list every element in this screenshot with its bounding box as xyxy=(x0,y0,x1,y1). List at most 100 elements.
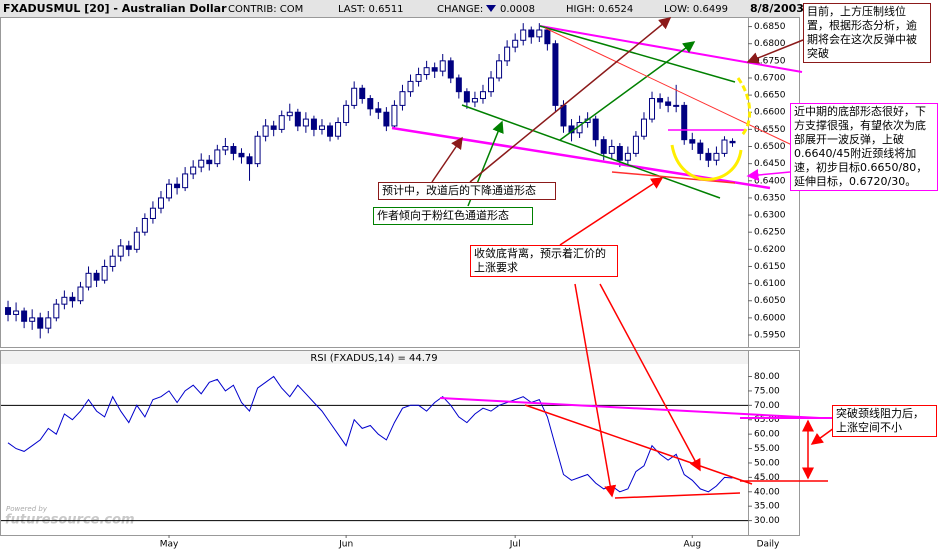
y-tick-label: 0.6150 xyxy=(754,262,786,272)
candle-body xyxy=(109,255,116,267)
candle-body xyxy=(125,245,132,250)
candle-body xyxy=(294,111,301,127)
candle-body xyxy=(335,122,342,137)
candle-body xyxy=(310,118,317,130)
x-tick-label: Jul xyxy=(509,540,521,550)
arrow xyxy=(431,136,463,183)
candle-body xyxy=(182,173,189,189)
candle-body xyxy=(85,272,92,288)
candle-body xyxy=(705,152,712,161)
y-tick-label: 50.00 xyxy=(754,458,780,468)
candle-body xyxy=(479,91,486,100)
y-tick-label: 75.00 xyxy=(754,386,780,396)
highlight-arc xyxy=(736,77,752,138)
candle-body xyxy=(399,91,406,106)
candle-body xyxy=(5,307,12,315)
x-axis-label: Daily xyxy=(757,540,780,550)
channel-line xyxy=(539,25,803,73)
candle-body xyxy=(238,152,245,158)
y-tick-label: 0.6650 xyxy=(754,91,786,101)
data-marks: 0.5950 0.6000 0.6050 0.6100 0.6150 0.6200 0.62… xyxy=(1,22,786,550)
y-tick-label: 45.00 xyxy=(754,473,780,483)
candle-body xyxy=(61,296,68,305)
candle-body xyxy=(327,125,334,137)
candle-body xyxy=(359,87,366,100)
y-tick-label: 65.00 xyxy=(754,415,780,425)
y-tick-label: 0.6200 xyxy=(754,245,786,255)
y-tick-label: 0.6400 xyxy=(754,176,786,186)
candle-body xyxy=(423,67,430,76)
note-box: 近中期的底部形态很好，下方支撑很强，有望依次为底部展开一波反弹，上破0.6640… xyxy=(790,103,938,191)
y-tick-label: 0.6550 xyxy=(754,125,786,135)
candle-body xyxy=(504,46,511,62)
candle-body xyxy=(415,74,422,82)
y-tick-label: 0.6700 xyxy=(754,73,786,83)
candle-body xyxy=(166,183,173,199)
y-tick-label: 0.6800 xyxy=(754,39,786,49)
candle-body xyxy=(657,98,664,103)
arrow xyxy=(746,39,804,64)
candle-body xyxy=(278,115,285,130)
candle-body xyxy=(318,125,325,130)
arrow xyxy=(746,169,791,181)
note-box: 作者倾向于粉红色通道形态 xyxy=(373,207,533,225)
arrow xyxy=(469,17,672,183)
channel-line xyxy=(539,25,736,83)
watermark-caption: Powered by xyxy=(6,505,48,513)
candle-body xyxy=(270,125,277,130)
candle-body xyxy=(608,146,615,154)
arrow xyxy=(559,177,664,246)
arrow xyxy=(810,427,835,445)
candle-body xyxy=(222,146,229,151)
y-tick-label: 0.6350 xyxy=(754,193,786,203)
low-price: LOW: 0.6499 xyxy=(664,4,728,15)
candle-body xyxy=(45,317,52,329)
header-bar xyxy=(0,0,800,17)
candle-body xyxy=(455,77,462,93)
last-price: LAST: 0.6511 xyxy=(338,4,404,15)
high-price: HIGH: 0.6524 xyxy=(566,4,633,15)
channel-line xyxy=(461,104,721,199)
y-tick-label: 0.5950 xyxy=(754,331,786,341)
candle-body xyxy=(230,146,237,154)
candle-body xyxy=(133,231,140,250)
rsi-trend xyxy=(524,404,753,485)
candle-body xyxy=(673,104,680,107)
arrow xyxy=(574,283,617,498)
candle-body xyxy=(69,296,76,302)
candle-body xyxy=(174,183,181,189)
candle-body xyxy=(198,159,205,168)
chart-title: FXADUSMUL [20] - Australian Dollar xyxy=(3,2,227,15)
candle-body xyxy=(649,98,656,120)
y-tick-label: 0.6450 xyxy=(754,159,786,169)
candle-body xyxy=(512,39,519,48)
candle-body xyxy=(157,197,164,209)
candle-body xyxy=(471,98,478,103)
candle-body xyxy=(431,67,438,72)
candle-body xyxy=(544,29,551,45)
y-tick-label: 80.00 xyxy=(754,372,780,382)
candle-body xyxy=(488,77,495,93)
candle-body xyxy=(560,104,567,127)
change-value: 0.0008 xyxy=(500,4,535,15)
rsi-title: RSI (FXADUS,14) = 44.79 xyxy=(310,353,437,364)
candle-body xyxy=(190,166,197,175)
y-tick-label: 0.6050 xyxy=(754,296,786,306)
rsi-title-bar xyxy=(1,351,748,364)
rsi-trend xyxy=(439,397,821,419)
down-arrow-icon xyxy=(486,5,496,12)
y-tick-label: 55.00 xyxy=(754,444,780,454)
x-tick-label: May xyxy=(160,540,179,550)
candle-body xyxy=(37,317,44,329)
candle-body xyxy=(600,139,607,154)
candle-body xyxy=(447,60,454,79)
candle-body xyxy=(528,29,535,38)
candle-body xyxy=(214,149,221,165)
candle-body xyxy=(375,108,382,113)
channel-line xyxy=(611,171,736,184)
candle-body xyxy=(463,91,470,103)
y-tick-label: 40.00 xyxy=(754,487,780,497)
note-box: 预计中，改道后的下降通道形态 xyxy=(378,182,556,200)
candle-body xyxy=(439,60,446,72)
candle-body xyxy=(343,104,350,124)
